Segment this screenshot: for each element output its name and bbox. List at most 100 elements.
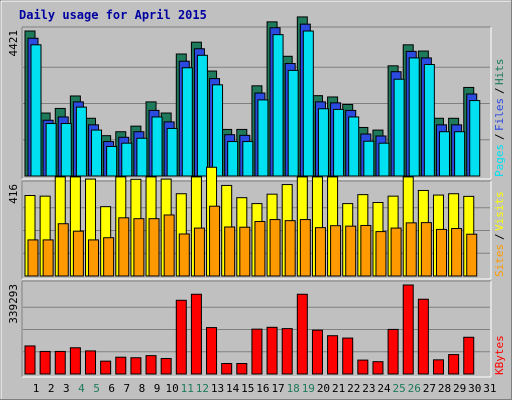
bar-kbytes-kbytes-day-30 bbox=[463, 336, 475, 375]
bar-visits-sites-day-18 bbox=[284, 220, 296, 277]
bar-visits-sites-day-11 bbox=[178, 233, 190, 277]
bar-kbytes-kbytes-day-5 bbox=[85, 350, 97, 375]
bar-kbytes-kbytes-day-2 bbox=[39, 350, 51, 375]
legend-hits-pages: Pages bbox=[493, 144, 506, 177]
day-label-31: 31 bbox=[483, 382, 496, 395]
bar-kbytes-kbytes-day-7 bbox=[115, 356, 127, 375]
bar-hits-pages-day-14 bbox=[227, 141, 239, 177]
day-label-28: 28 bbox=[438, 382, 451, 395]
bar-kbytes-kbytes-day-14 bbox=[221, 363, 233, 375]
bar-kbytes-kbytes-day-18 bbox=[281, 328, 293, 375]
day-label-23: 23 bbox=[362, 382, 375, 395]
bar-visits-sites-day-7 bbox=[118, 217, 130, 277]
bar-hits-pages-day-10 bbox=[166, 127, 178, 177]
bar-hits-pages-day-16 bbox=[257, 99, 269, 177]
bar-kbytes-kbytes-day-21 bbox=[327, 335, 339, 375]
day-label-21: 21 bbox=[332, 382, 345, 395]
bar-kbytes-kbytes-day-3 bbox=[54, 350, 66, 375]
bar-kbytes-kbytes-day-28 bbox=[432, 359, 444, 375]
bar-hits-pages-day-23 bbox=[363, 140, 375, 177]
bar-hits-pages-day-1 bbox=[30, 44, 42, 177]
bar-kbytes-kbytes-day-4 bbox=[69, 347, 81, 375]
max-label-hits: 4421 bbox=[7, 30, 20, 57]
bar-hits-pages-day-13 bbox=[212, 84, 224, 177]
bar-kbytes-kbytes-day-24 bbox=[372, 361, 384, 375]
bar-hits-pages-day-22 bbox=[348, 116, 360, 177]
bar-visits-sites-day-17 bbox=[269, 219, 281, 277]
day-label-29: 29 bbox=[453, 382, 466, 395]
bar-hits-pages-day-18 bbox=[287, 69, 299, 177]
bar-kbytes-kbytes-day-11 bbox=[175, 299, 187, 375]
day-label-7: 7 bbox=[123, 382, 130, 395]
bar-hits-pages-day-25 bbox=[393, 78, 405, 177]
bar-hits-pages-day-30 bbox=[469, 100, 481, 177]
bar-visits-sites-day-30 bbox=[466, 233, 478, 277]
legend-hits-hits: Hits bbox=[493, 59, 506, 86]
bar-kbytes-kbytes-day-10 bbox=[160, 358, 172, 375]
bar-hits-pages-day-19 bbox=[302, 30, 314, 177]
day-label-19: 19 bbox=[302, 382, 315, 395]
chart-title: Daily usage for April 2015 bbox=[19, 8, 207, 22]
bar-kbytes-kbytes-day-22 bbox=[342, 337, 354, 375]
bar-hits-pages-day-17 bbox=[272, 34, 284, 177]
day-label-20: 20 bbox=[317, 382, 330, 395]
legend-visits-sites: Sites bbox=[493, 244, 506, 277]
bar-hits-pages-day-12 bbox=[196, 54, 208, 177]
day-label-3: 3 bbox=[63, 382, 70, 395]
bar-visits-sites-day-23 bbox=[360, 224, 372, 277]
bar-hits-pages-day-2 bbox=[45, 123, 57, 177]
bar-kbytes-kbytes-day-8 bbox=[130, 357, 142, 375]
bar-visits-sites-day-20 bbox=[314, 227, 326, 277]
day-label-25: 25 bbox=[392, 382, 405, 395]
bar-visits-sites-day-28 bbox=[435, 228, 447, 277]
day-label-6: 6 bbox=[108, 382, 115, 395]
bar-hits-pages-day-15 bbox=[242, 141, 254, 177]
legend-separator-visits: / bbox=[493, 233, 506, 240]
bar-hits-pages-day-29 bbox=[454, 131, 466, 177]
bar-visits-sites-day-22 bbox=[345, 225, 357, 277]
day-label-22: 22 bbox=[347, 382, 360, 395]
bar-visits-sites-day-26 bbox=[405, 222, 417, 277]
bar-hits-pages-day-4 bbox=[75, 106, 87, 177]
bar-hits-pages-day-3 bbox=[60, 123, 72, 177]
bar-hits-pages-day-28 bbox=[438, 131, 450, 177]
bar-kbytes-kbytes-day-1 bbox=[24, 345, 36, 375]
legend-separator-hits: / bbox=[493, 133, 506, 140]
bar-kbytes-kbytes-day-9 bbox=[145, 355, 157, 375]
bar-kbytes-kbytes-day-23 bbox=[357, 359, 369, 375]
bar-hits-pages-day-11 bbox=[181, 67, 193, 177]
bar-visits-sites-day-21 bbox=[330, 225, 342, 277]
bar-visits-sites-day-29 bbox=[451, 228, 463, 277]
bar-kbytes-kbytes-day-25 bbox=[387, 328, 399, 375]
bar-visits-sites-day-6 bbox=[103, 237, 115, 277]
bar-hits-pages-day-8 bbox=[136, 137, 148, 177]
bar-visits-sites-day-14 bbox=[224, 226, 236, 277]
bar-kbytes-kbytes-day-26 bbox=[402, 284, 414, 375]
bar-visits-sites-day-2 bbox=[42, 239, 54, 277]
legend-separator-hits: / bbox=[493, 87, 506, 94]
bar-kbytes-kbytes-day-12 bbox=[190, 293, 202, 375]
day-label-10: 10 bbox=[166, 382, 179, 395]
day-label-11: 11 bbox=[181, 382, 194, 395]
bar-kbytes-kbytes-day-15 bbox=[236, 363, 248, 375]
bar-visits-sites-day-12 bbox=[193, 227, 205, 277]
max-label-visits: 416 bbox=[7, 184, 20, 204]
bar-kbytes-kbytes-day-20 bbox=[311, 329, 323, 375]
day-label-13: 13 bbox=[211, 382, 224, 395]
bar-kbytes-kbytes-day-27 bbox=[417, 298, 429, 375]
bar-visits-sites-day-8 bbox=[133, 218, 145, 277]
day-label-26: 26 bbox=[408, 382, 421, 395]
day-label-24: 24 bbox=[377, 382, 391, 395]
bar-hits-pages-day-20 bbox=[317, 108, 329, 177]
bar-hits-pages-day-26 bbox=[408, 57, 420, 177]
bar-visits-sites-day-13 bbox=[209, 205, 221, 277]
bar-visits-sites-day-3 bbox=[57, 223, 69, 277]
day-label-30: 30 bbox=[468, 382, 481, 395]
bar-visits-sites-day-5 bbox=[88, 239, 100, 277]
bar-visits-sites-day-15 bbox=[239, 226, 251, 277]
max-label-kbytes: 339293 bbox=[7, 284, 20, 324]
day-label-16: 16 bbox=[256, 382, 269, 395]
bar-visits-sites-day-25 bbox=[390, 227, 402, 277]
